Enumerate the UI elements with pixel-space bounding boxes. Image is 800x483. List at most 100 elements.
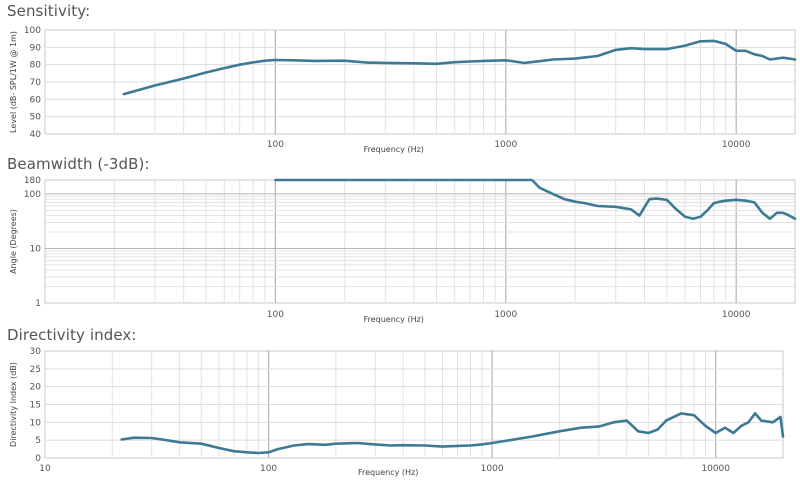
data-point xyxy=(760,419,763,422)
y-axis-label: Angle (Degrees) xyxy=(9,209,18,274)
data-point xyxy=(596,205,599,207)
data-point xyxy=(324,444,327,446)
data-point xyxy=(656,428,659,431)
y-tick-label: 15 xyxy=(30,401,41,411)
data-point xyxy=(413,179,415,181)
data-point xyxy=(150,437,153,439)
y-tick-label: 60 xyxy=(30,95,42,105)
y-tick-label: 30 xyxy=(30,347,42,357)
data-point xyxy=(630,47,632,49)
y-tick-label: 70 xyxy=(30,78,42,88)
data-point xyxy=(505,179,507,181)
data-point xyxy=(252,61,254,64)
data-point xyxy=(761,212,764,214)
x-tick-label: 1000 xyxy=(494,140,517,150)
data-point xyxy=(735,50,737,52)
data-point xyxy=(435,63,438,65)
data-point xyxy=(580,426,582,429)
data-point xyxy=(453,61,456,63)
x-axis-label: Frequency (Hz) xyxy=(364,315,424,324)
data-point xyxy=(788,214,791,217)
data-point xyxy=(637,430,639,433)
data-point xyxy=(315,60,317,62)
x-tick-label: 100 xyxy=(267,310,284,320)
data-point xyxy=(675,208,678,211)
data-point xyxy=(223,67,226,69)
y-tick-label: 90 xyxy=(30,43,42,53)
y-tick-label: 5 xyxy=(35,436,41,446)
data-point xyxy=(402,444,405,447)
series-line xyxy=(120,412,785,455)
y-axis-label: Directivity Index (dB) xyxy=(9,362,18,447)
series-line xyxy=(274,178,797,221)
data-point xyxy=(552,58,554,61)
y-tick-label: 20 xyxy=(30,383,42,393)
data-point xyxy=(724,199,727,202)
data-point xyxy=(469,60,471,63)
data-point xyxy=(732,432,735,434)
chart-1: 1 10 100 180 100 1000 10000 Frequency (Hz) Angle… xyxy=(9,176,797,324)
data-point xyxy=(335,442,337,445)
x-axis-label: Frequency (Hz) xyxy=(364,145,424,154)
data-point xyxy=(267,451,270,454)
data-point xyxy=(666,48,668,50)
data-point xyxy=(218,447,220,449)
data-point xyxy=(704,425,707,427)
y-axis-label: Level (dB- SPL/1W @ 1m) xyxy=(9,31,18,133)
data-point xyxy=(583,202,586,204)
data-point xyxy=(246,451,248,454)
data-point xyxy=(692,218,694,220)
data-point xyxy=(648,198,651,200)
data-point xyxy=(133,436,135,439)
x-tick-label: 1000 xyxy=(494,310,517,320)
data-point xyxy=(441,445,444,448)
y-tick-label: 10 xyxy=(30,418,42,428)
data-point xyxy=(456,445,459,447)
data-point xyxy=(509,439,511,442)
series-line xyxy=(122,39,797,96)
data-point xyxy=(530,435,533,438)
data-point xyxy=(684,216,686,218)
data-point xyxy=(182,77,185,80)
data-point xyxy=(205,71,207,74)
data-point xyxy=(366,61,368,64)
data-point xyxy=(680,412,682,415)
y-tick-label: 180 xyxy=(24,176,41,186)
y-tick-label: 0 xyxy=(35,454,41,464)
sensitivity-title: Sensitivity: xyxy=(7,2,91,20)
data-point xyxy=(684,44,686,47)
data-point xyxy=(753,201,756,204)
data-point xyxy=(772,421,774,424)
y-tick-label: 100 xyxy=(24,190,41,200)
y-tick-label: 80 xyxy=(30,61,42,71)
data-point xyxy=(257,452,260,454)
data-point xyxy=(307,443,309,445)
data-point xyxy=(374,443,377,446)
data-point xyxy=(719,200,721,203)
x-tick-label: 100 xyxy=(260,464,277,474)
data-point xyxy=(552,193,554,195)
data-point xyxy=(665,419,667,422)
data-point xyxy=(292,59,295,62)
data-point xyxy=(123,93,125,95)
data-point xyxy=(538,60,541,62)
directivity-title: Directivity index: xyxy=(7,326,137,344)
x-tick-label: 10000 xyxy=(722,140,751,150)
data-point xyxy=(277,448,279,450)
data-point xyxy=(154,84,156,87)
data-point xyxy=(356,442,359,444)
data-point xyxy=(625,419,628,422)
y-tick-label: 50 xyxy=(30,113,42,123)
data-point xyxy=(714,432,717,434)
data-point xyxy=(120,438,123,441)
data-point xyxy=(794,218,796,220)
data-point xyxy=(523,62,525,64)
data-point xyxy=(769,58,771,61)
data-point xyxy=(384,62,387,64)
data-point xyxy=(469,444,472,447)
data-point xyxy=(344,59,346,62)
data-point xyxy=(647,432,650,434)
x-tick-label: 10000 xyxy=(722,310,751,320)
x-tick-label: 10000 xyxy=(701,464,730,474)
